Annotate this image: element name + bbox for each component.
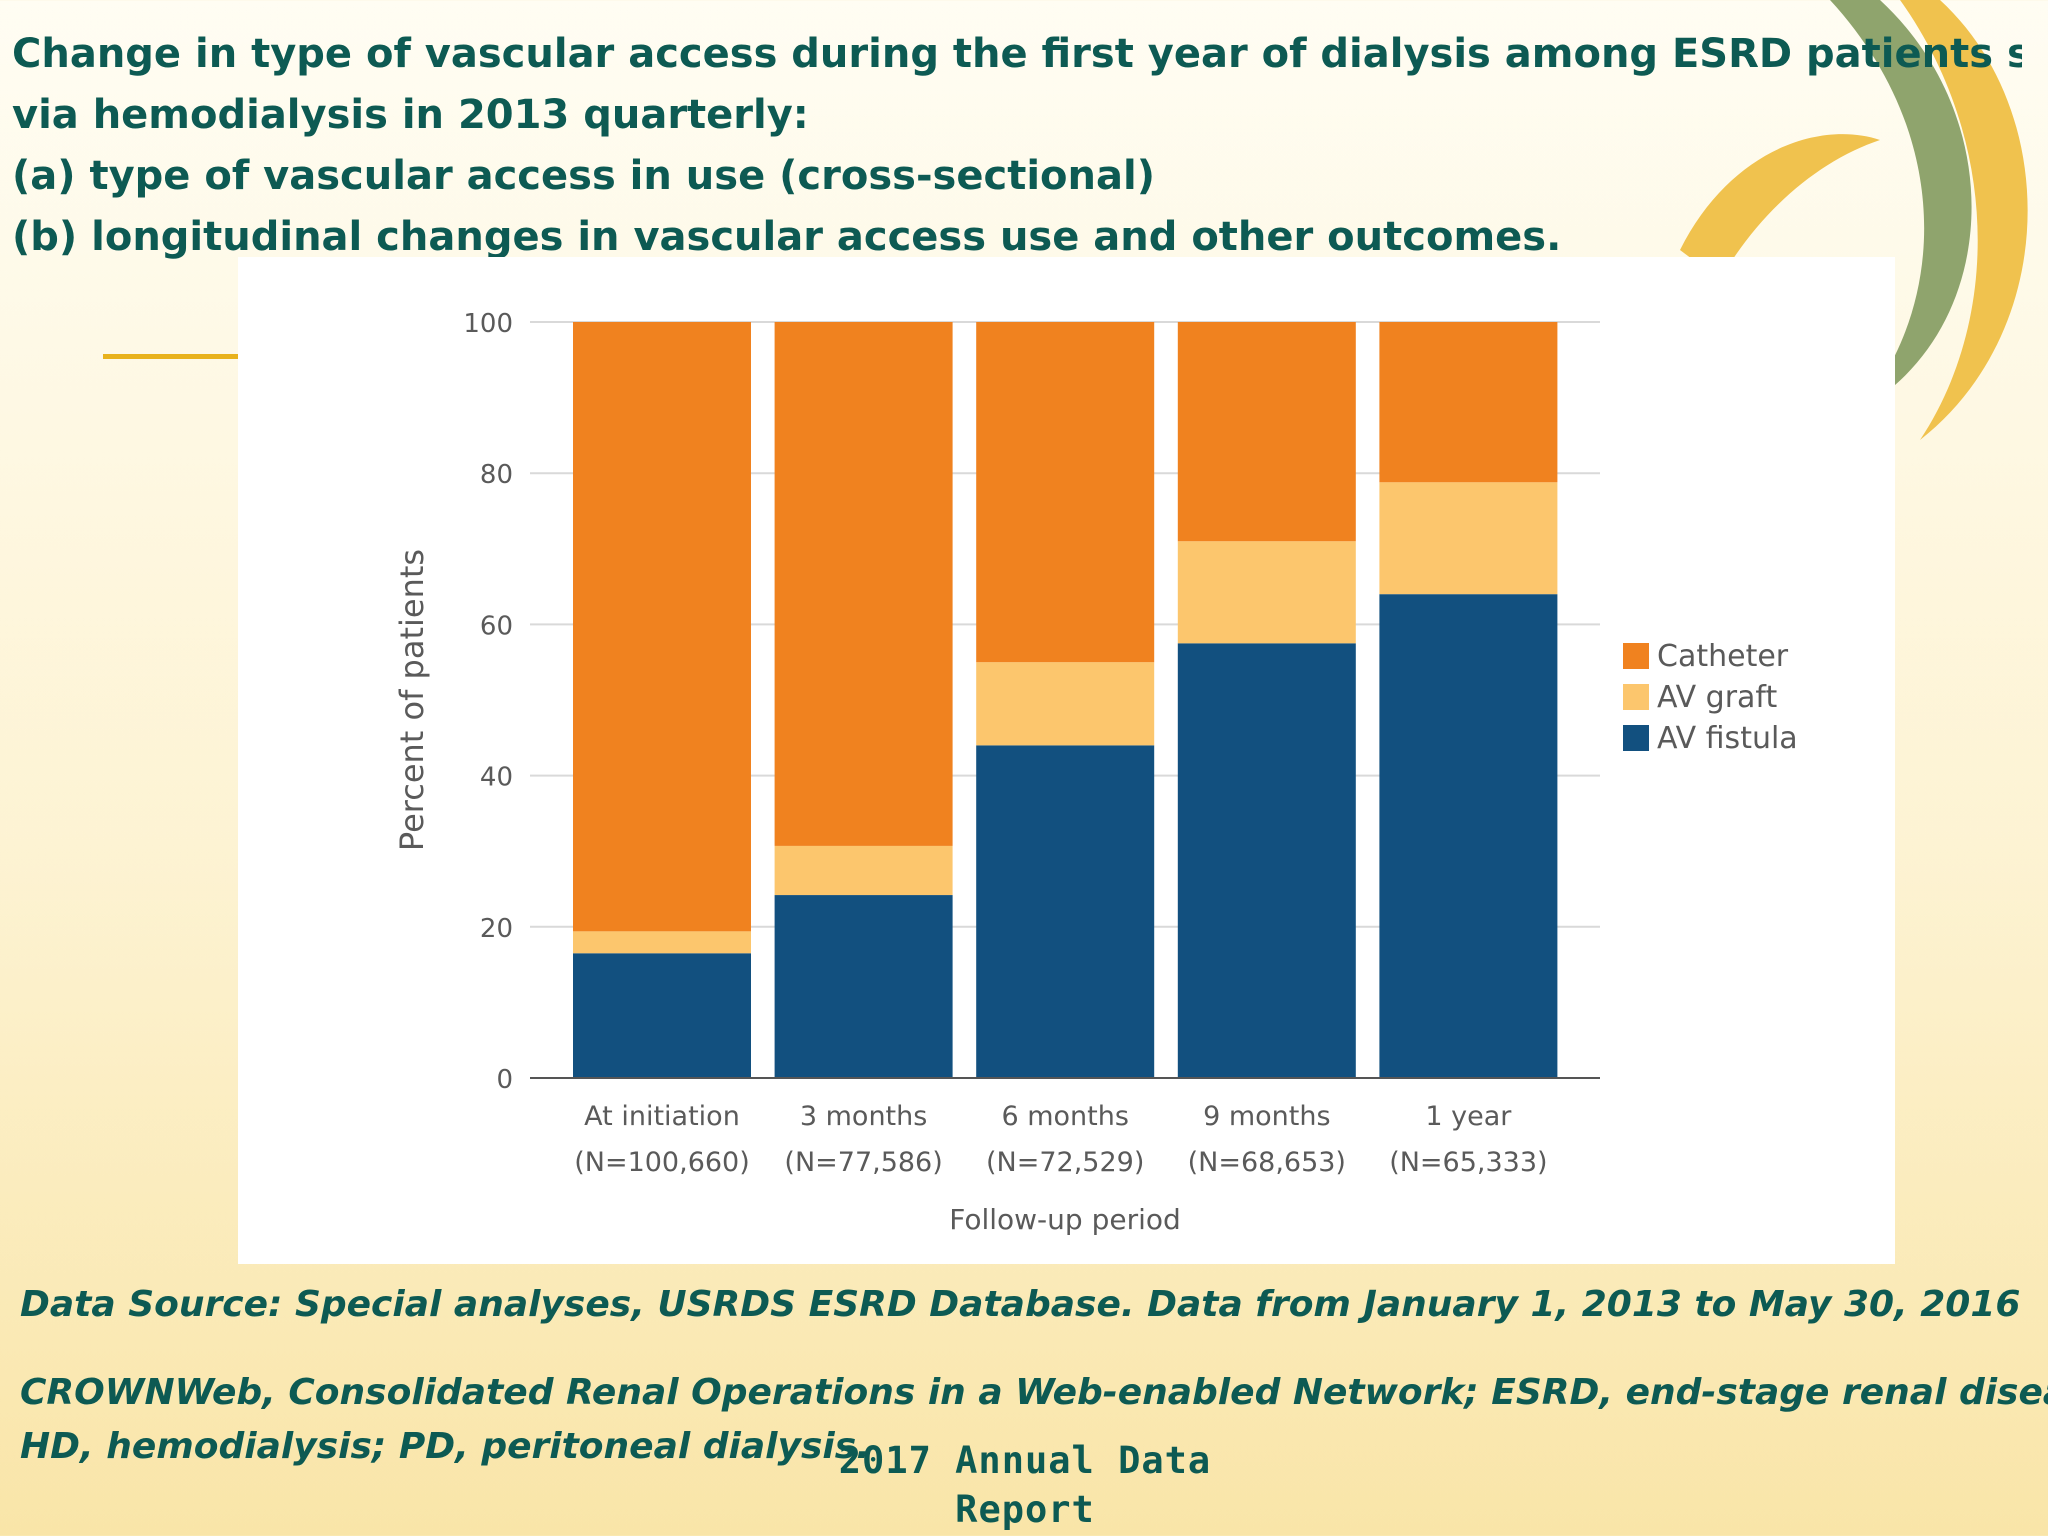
- y-axis-label: Percent of patients: [393, 549, 431, 851]
- legend-swatch-catheter: [1623, 643, 1649, 669]
- x-tick-label-3: 9 months: [1203, 1101, 1330, 1132]
- bar-av-graft-4: [1379, 482, 1558, 595]
- legend-swatch-av-fistula: [1623, 725, 1649, 751]
- bar-av-fistula-0: [573, 953, 751, 1078]
- bar-catheter-3: [1177, 322, 1356, 542]
- bar-av-graft-1: [774, 845, 953, 896]
- bar-catheter-2: [976, 322, 1155, 663]
- bar-av-graft-0: [573, 931, 751, 954]
- legend-swatch-av-graft: [1623, 684, 1649, 710]
- bar-av-fistula-4: [1379, 594, 1558, 1078]
- x-tick-sublabel-1: (N=77,586): [784, 1147, 942, 1178]
- legend-label-catheter: Catheter: [1657, 639, 1789, 674]
- y-tick-label-40: 40: [480, 763, 513, 793]
- bar-av-graft-2: [976, 662, 1155, 746]
- deco-gold-rule: [103, 354, 243, 359]
- report-label: 2017 Annual Data Report: [810, 1436, 1240, 1534]
- y-tick-label-0: 0: [496, 1065, 513, 1095]
- y-tick-label-60: 60: [480, 611, 513, 641]
- data-source-note: Data Source: Special analyses, USRDS ESR…: [20, 1284, 2021, 1325]
- abbreviations-note: CROWNWeb, Consolidated Renal Operations …: [20, 1366, 2048, 1474]
- y-tick-label-80: 80: [480, 460, 513, 490]
- x-tick-label-2: 6 months: [1001, 1101, 1128, 1132]
- x-tick-label-4: 1 year: [1425, 1101, 1512, 1132]
- y-tick-label-20: 20: [480, 914, 513, 944]
- x-tick-sublabel-3: (N=68,653): [1188, 1147, 1346, 1178]
- x-tick-sublabel-2: (N=72,529): [986, 1147, 1144, 1178]
- legend-label-av-graft: AV graft: [1657, 680, 1777, 715]
- abbreviations-line-2: HD, hemodialysis; PD, peritoneal dialysi…: [20, 1426, 870, 1467]
- bar-catheter-1: [774, 322, 953, 846]
- title-line-3: (a) type of vascular access in use (cros…: [12, 153, 1155, 199]
- x-tick-sublabel-4: (N=65,333): [1389, 1147, 1547, 1178]
- abbreviations-line-1: CROWNWeb, Consolidated Renal Operations …: [20, 1372, 2048, 1413]
- report-line-1: 2017 Annual Data: [838, 1439, 1212, 1482]
- x-axis-label: Follow-up period: [949, 1203, 1181, 1236]
- title-line-2: via hemodialysis in 2013 quarterly:: [12, 92, 809, 138]
- stacked-bar-chart: 0 20 40 60 80 100 At initiation (N=100,660) 3 mo…: [393, 309, 1798, 1236]
- chart-panel: 0 20 40 60 80 100 At initiation (N=100,660) 3 mo…: [238, 257, 1895, 1264]
- bar-av-fistula-1: [774, 895, 953, 1078]
- title-line-4: (b) longitudinal changes in vascular acc…: [12, 214, 1562, 260]
- deco-swoosh-green: [1830, 0, 1972, 410]
- bar-av-fistula-3: [1177, 643, 1356, 1078]
- report-line-2: Report: [955, 1488, 1095, 1531]
- title-line-1: Change in type of vascular access during…: [12, 31, 2022, 77]
- slide-title: Change in type of vascular access during…: [12, 24, 2022, 268]
- x-tick-label-1: 3 months: [800, 1101, 927, 1132]
- y-tick-label-100: 100: [463, 309, 513, 339]
- x-tick-label-0: At initiation: [584, 1101, 740, 1132]
- bar-catheter-4: [1379, 322, 1558, 483]
- deco-swoosh-gold-outer: [1900, 0, 2028, 440]
- deco-swoosh-gold-inner: [1680, 134, 1880, 280]
- bar-av-graft-3: [1177, 541, 1356, 644]
- bar-catheter-0: [573, 322, 751, 932]
- bar-av-fistula-2: [976, 745, 1155, 1078]
- x-tick-sublabel-0: (N=100,660): [574, 1147, 750, 1178]
- legend-label-av-fistula: AV fistula: [1657, 721, 1798, 756]
